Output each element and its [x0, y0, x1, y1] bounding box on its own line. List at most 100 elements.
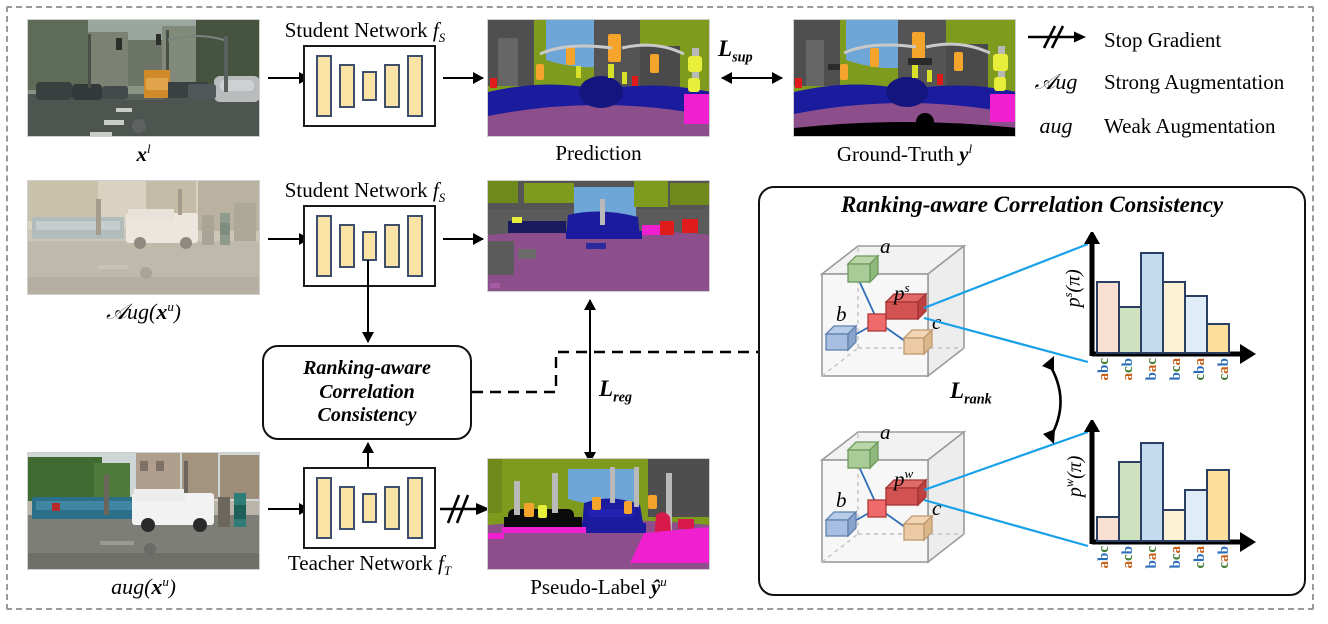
student-cube-to-chart-rays	[923, 242, 1089, 364]
ground-truth-caption: Ground-Truth yl	[793, 141, 1016, 167]
net-bar	[384, 224, 400, 268]
bar-cab	[1206, 468, 1230, 542]
racc-line-1: Ranking-aware	[303, 357, 431, 380]
net-bar	[339, 64, 355, 108]
strong-aug-symbol: 𝒜ug	[1034, 69, 1078, 94]
bar-cba	[1184, 294, 1208, 354]
tick-cba: cba	[1192, 358, 1208, 381]
net-bar	[316, 477, 332, 539]
racc-panel-title: Ranking-aware Correlation Consistency	[840, 192, 1224, 217]
strong-student-network[interactable]	[303, 205, 436, 287]
student-chart-ticks: abc acb bac bca cba cab	[1096, 358, 1240, 381]
legend-label-strong-aug: Strong Augmentation	[1104, 69, 1285, 94]
gt-caption-text: Ground-Truth	[836, 142, 954, 166]
student-chart-bars	[1096, 242, 1240, 354]
weak-aug-input-caption: aug(xu)	[27, 574, 260, 600]
teacher-chart-ylabel: pw(π)	[1062, 456, 1087, 498]
teacher-network[interactable]	[303, 467, 436, 549]
rank-loss-L: L	[950, 378, 965, 403]
sup-loss-sub: sup	[732, 49, 753, 66]
strong-aug-caption-text: 𝒜ug(x	[106, 299, 168, 324]
student-ylabel-sup: s	[1060, 292, 1075, 298]
net-bar	[339, 224, 355, 268]
teacher-cube-label-a: a	[880, 420, 891, 444]
tick-acb: acb	[1120, 546, 1136, 569]
prediction-caption: Prediction	[555, 141, 642, 165]
tick-acb: acb	[1120, 358, 1136, 381]
ground-truth-segmentation	[793, 19, 1016, 137]
net-bar	[407, 477, 423, 539]
net-bar	[384, 64, 400, 108]
labeled-network-title-text: Student Network	[284, 18, 428, 42]
labeled-network-f: f	[432, 18, 439, 42]
weak-aug-caption-end: )	[168, 575, 176, 599]
gt-caption-y: y	[959, 142, 969, 166]
labeled-input-image	[27, 19, 260, 137]
strong-aug-caption-end: )	[173, 300, 181, 324]
bar-acb	[1118, 306, 1142, 354]
labeled-input-x: x	[136, 142, 147, 166]
rank-loss-label: Lrank	[950, 378, 992, 409]
reg-loss-arrow	[584, 299, 596, 463]
reg-loss-L: L	[599, 376, 614, 401]
student-cube-label-b: b	[836, 302, 847, 326]
teacher-ylabel-p: p	[1064, 487, 1087, 498]
teacher-cube-anchor-label: pw	[894, 466, 913, 492]
tick-bac: bac	[1144, 546, 1160, 569]
student-anchor-sup: s	[904, 280, 910, 295]
tick-cab: cab	[1216, 358, 1232, 381]
strong-aug-input-image	[27, 180, 260, 295]
strong-aug-caption-sup: u	[167, 299, 174, 314]
student-ylabel-arg: (π)	[1062, 269, 1085, 293]
pseudo-label-caption-text: Pseudo-Label	[530, 575, 646, 599]
bar-bac	[1140, 442, 1164, 542]
bar-cba	[1184, 489, 1208, 542]
teacher-cube-label-b: b	[836, 488, 847, 512]
legend: Stop Gradient 𝒜ug Strong Augmentation au…	[1022, 20, 1312, 148]
rank-loss-sub: rank	[964, 391, 992, 408]
legend-label-stop-gradient: Stop Gradient	[1104, 27, 1222, 52]
teacher-network-title: Teacher Network fT	[272, 551, 467, 579]
net-bar	[362, 493, 377, 523]
student-chart: abc acb bac bca cba cab ps(π)	[1061, 232, 1260, 392]
teacher-network-f-sub: T	[443, 563, 452, 579]
net-bar	[339, 486, 355, 530]
net-bar	[407, 55, 423, 117]
strong-aug-input-caption: 𝒜ug(xu)	[27, 299, 260, 325]
weak-aug-caption-sup: u	[162, 574, 169, 589]
tick-bca: bca	[1168, 546, 1184, 569]
teacher-anchor-p: p	[894, 467, 905, 491]
bar-bca	[1162, 280, 1186, 354]
racc-module-box[interactable]: Ranking-aware Correlation Consistency	[262, 345, 472, 440]
labeled-input-sup: l	[146, 141, 151, 156]
net-bar	[316, 215, 332, 277]
legend-label-weak-aug: Weak Augmentation	[1104, 113, 1276, 138]
tick-abc: abc	[1096, 546, 1112, 569]
bar-abc	[1096, 515, 1120, 542]
legend-item-stop-gradient: Stop Gradient	[1022, 20, 1312, 60]
labeled-student-network[interactable]	[303, 45, 436, 127]
labeled-arrow-out	[443, 72, 484, 84]
sup-loss-label: Lsup	[718, 36, 753, 67]
student-cube: a b c ps	[808, 234, 978, 396]
figure-outer-frame	[6, 6, 1314, 610]
net-bar	[362, 71, 377, 101]
bar-bca	[1162, 509, 1186, 542]
labeled-network-f-sub: S	[438, 30, 446, 46]
teacher-ylabel-arg: (π)	[1064, 455, 1087, 479]
teacher-chart-ticks: abc acb bac bca cba cab	[1096, 546, 1240, 569]
stop-gradient-icon	[1022, 24, 1090, 56]
net-bar	[316, 55, 332, 117]
strong-feature-tap-arrow	[362, 260, 374, 343]
pseudo-label-y: ŷ	[650, 575, 661, 599]
teacher-network-title-text: Teacher Network	[287, 551, 433, 575]
tick-abc: abc	[1096, 358, 1112, 381]
strong-prediction-segmentation	[487, 180, 710, 292]
teacher-cube-label-c: c	[932, 496, 942, 520]
tick-bca: bca	[1168, 358, 1184, 381]
tick-cab: cab	[1216, 546, 1232, 569]
racc-line-2: Correlation	[319, 380, 415, 403]
tick-bac: bac	[1144, 358, 1160, 381]
teacher-stop-gradient-arrow	[440, 494, 490, 524]
